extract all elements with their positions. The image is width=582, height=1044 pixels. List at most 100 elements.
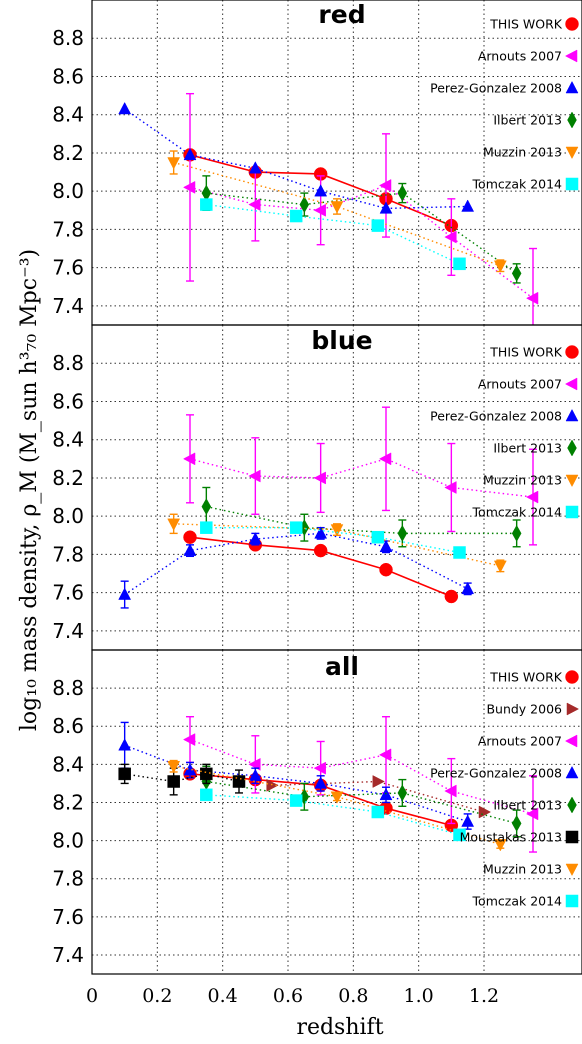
data-point bbox=[461, 814, 475, 827]
data-point bbox=[289, 521, 303, 534]
panel-title-all: all bbox=[325, 652, 359, 681]
y-tick-label: 8.2 bbox=[52, 141, 84, 165]
y-tick-label: 8.8 bbox=[52, 351, 84, 375]
y-tick-label: 8.8 bbox=[52, 26, 84, 50]
legend-marker-perez bbox=[565, 765, 579, 779]
panel-all-series bbox=[118, 716, 539, 853]
data-point bbox=[371, 219, 385, 232]
y-tick-label: 7.4 bbox=[52, 294, 84, 318]
series-line bbox=[206, 505, 517, 535]
y-tick-label: 7.4 bbox=[52, 943, 84, 967]
data-point bbox=[397, 184, 408, 202]
data-point bbox=[200, 788, 213, 802]
series-tomczak bbox=[200, 198, 466, 271]
panel-title-red: red bbox=[318, 0, 365, 29]
y-tick-label: 8.4 bbox=[52, 428, 84, 452]
data-point bbox=[118, 738, 132, 751]
data-point bbox=[248, 757, 261, 771]
y-tick-label: 8.0 bbox=[52, 504, 84, 528]
frame-layer bbox=[91, 0, 582, 975]
legend-marker-muzzin bbox=[565, 863, 579, 877]
data-point bbox=[330, 201, 344, 214]
data-point bbox=[478, 805, 492, 819]
data-point bbox=[289, 794, 303, 807]
data-point bbox=[525, 490, 539, 504]
legend-label-ilbert: Ilbert 2013 bbox=[493, 441, 562, 456]
legend-label-tomczak: Tomczak 2014 bbox=[472, 894, 563, 909]
data-point bbox=[289, 209, 303, 223]
legend-label-perez: Perez-Gonzalez 2008 bbox=[430, 409, 562, 424]
panel-red-series bbox=[118, 92, 539, 325]
y-tick-label: 8.0 bbox=[52, 829, 84, 853]
data-point bbox=[493, 560, 507, 573]
series-tomczak bbox=[200, 788, 466, 842]
legend-label-ilbert: Ilbert 2013 bbox=[493, 798, 562, 813]
y-tick-label: 8.6 bbox=[52, 389, 84, 413]
series-line bbox=[173, 161, 501, 267]
data-point bbox=[313, 761, 326, 775]
data-point bbox=[444, 481, 457, 494]
legend-marker-arnouts bbox=[564, 734, 578, 748]
data-point bbox=[167, 775, 180, 788]
series-line bbox=[206, 780, 517, 825]
legend-label-muzzin: Muzzin 2013 bbox=[483, 145, 562, 160]
series-tomczak bbox=[200, 521, 466, 559]
data-point bbox=[378, 452, 392, 466]
series-line bbox=[189, 458, 534, 498]
data-point bbox=[511, 264, 522, 282]
y-tick-label: 8.2 bbox=[52, 790, 84, 814]
panel-title-blue: blue bbox=[311, 326, 372, 355]
legend-marker-ilbert bbox=[567, 796, 577, 814]
y-tick-label: 8.6 bbox=[52, 64, 84, 88]
legend-label-this_work: THIS WORK bbox=[489, 17, 563, 32]
data-point bbox=[525, 807, 539, 821]
legend-label-tomczak: Tomczak 2014 bbox=[472, 177, 563, 192]
legend-label-muzzin: Muzzin 2013 bbox=[483, 862, 562, 877]
x-tick-label: 0.4 bbox=[208, 985, 238, 1007]
series-line bbox=[124, 773, 240, 783]
y-tick-label: 7.8 bbox=[52, 542, 84, 566]
data-point bbox=[200, 198, 213, 211]
x-tick-label: 0.6 bbox=[273, 985, 303, 1007]
data-point bbox=[201, 498, 212, 516]
legend-marker-moustakas bbox=[565, 830, 579, 844]
panel-blue-series bbox=[118, 406, 539, 609]
data-point bbox=[313, 543, 328, 558]
text-layer: 7.4 7.6 7.8 8.0 8.2 8.4 8.6 8.8 red THIS WORK Arno… bbox=[52, 0, 580, 1007]
data-point bbox=[461, 199, 475, 212]
x-tick-label: 0.2 bbox=[142, 985, 172, 1007]
series-line bbox=[206, 203, 460, 265]
y-tick-label: 8.4 bbox=[52, 103, 84, 127]
data-point bbox=[248, 469, 261, 483]
y-tick-label: 8.4 bbox=[52, 752, 84, 776]
panel-frame bbox=[91, 324, 582, 651]
legend-marker-this_work bbox=[565, 345, 579, 359]
data-point bbox=[314, 776, 328, 789]
x-tick-label: 1.0 bbox=[404, 985, 434, 1007]
data-point bbox=[183, 543, 197, 556]
y-tick-label: 7.8 bbox=[52, 217, 84, 241]
data-point bbox=[118, 767, 131, 781]
data-point bbox=[379, 201, 393, 214]
data-point bbox=[183, 147, 197, 161]
data-point bbox=[248, 768, 262, 782]
series-perez bbox=[118, 101, 475, 214]
series-perez bbox=[118, 526, 475, 609]
legend-label-ilbert: Ilbert 2013 bbox=[493, 113, 562, 128]
data-point bbox=[313, 471, 326, 485]
data-point bbox=[444, 230, 457, 244]
series-muzzin bbox=[167, 150, 507, 273]
panel-frame bbox=[91, 649, 582, 975]
data-point bbox=[397, 524, 408, 542]
legend-marker-ilbert bbox=[567, 111, 577, 129]
legend-marker-perez bbox=[565, 80, 579, 94]
legend-marker-tomczak bbox=[565, 505, 579, 519]
legend-marker-arnouts bbox=[564, 377, 578, 391]
data-point bbox=[493, 839, 507, 852]
series-line bbox=[189, 184, 534, 299]
legend-marker-muzzin bbox=[565, 146, 579, 160]
series-moustakas bbox=[118, 763, 246, 796]
data-point bbox=[248, 161, 262, 174]
data-point bbox=[167, 518, 181, 531]
y-tick-label: 8.0 bbox=[52, 179, 84, 203]
